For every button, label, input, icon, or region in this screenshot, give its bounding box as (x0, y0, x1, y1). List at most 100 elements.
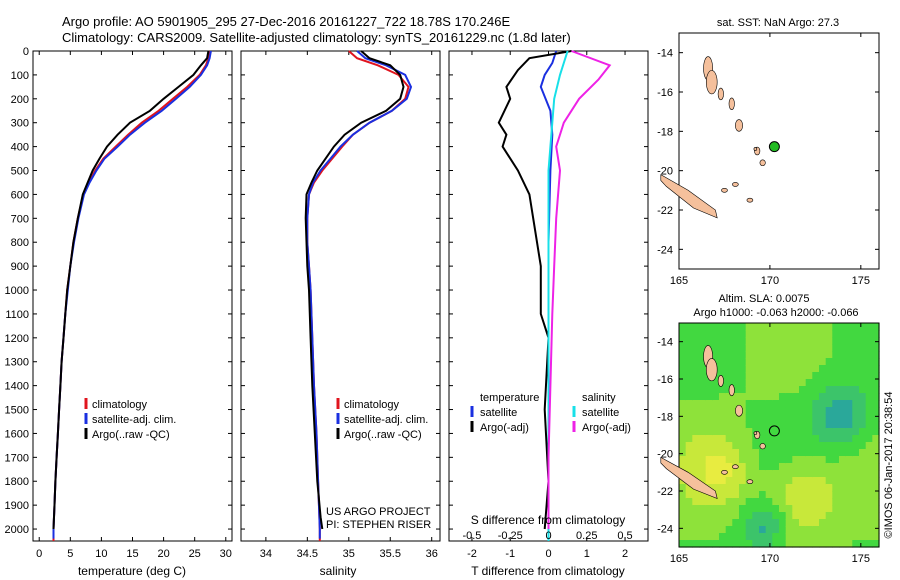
sla-cell (812, 386, 820, 394)
sla-cell (765, 456, 773, 464)
sla-cell (699, 435, 707, 443)
sla-cell (799, 358, 807, 366)
sla-cell (865, 484, 873, 492)
sla-cell (792, 449, 800, 457)
sla-cell (679, 519, 687, 527)
sla-cell (692, 379, 700, 387)
sla-cell (779, 533, 787, 541)
sla-cell (839, 414, 847, 422)
sla-cell (752, 540, 760, 548)
sla-cell (732, 519, 740, 527)
sla-cell (699, 400, 707, 408)
sla-cell (865, 400, 873, 408)
sla-cell (792, 526, 800, 534)
sla-cell (679, 344, 687, 352)
sla-cell (832, 477, 840, 485)
sla-cell (785, 358, 793, 366)
sla-cell (685, 498, 693, 506)
temperature-panel-frame (32, 50, 233, 542)
sla-cell (845, 393, 853, 401)
island (753, 147, 758, 151)
sla-cell (759, 400, 767, 408)
sla-cell (819, 456, 827, 464)
sla-cell (779, 498, 787, 506)
sla-cell (852, 442, 860, 450)
sla-cell (725, 372, 733, 380)
sla-cell (845, 323, 853, 331)
sla-cell (859, 351, 867, 359)
sla-cell (765, 498, 773, 506)
s-tick-label: 0.25 (576, 530, 597, 542)
x-tick-label: 35 (343, 548, 355, 560)
sla-cell (759, 365, 767, 373)
sla-cell (812, 505, 820, 513)
sla-cell (792, 407, 800, 415)
sla-cell (679, 456, 687, 464)
x-tick-label: 170 (761, 275, 779, 287)
sla-cell (732, 526, 740, 534)
sla-cell (685, 414, 693, 422)
sla-cell (779, 470, 787, 478)
sla-cell (772, 372, 780, 380)
x-tick-label: 165 (670, 553, 688, 565)
sla-cell (799, 512, 807, 520)
sla-cell (785, 365, 793, 373)
sla-cell (852, 449, 860, 457)
sla-cell (852, 463, 860, 471)
sla-cell (872, 372, 880, 380)
sla-cell (785, 428, 793, 436)
sla-cell (839, 386, 847, 394)
sla-cell (872, 407, 880, 415)
sla-cell (865, 337, 873, 345)
sla-cell (805, 379, 813, 387)
sla-cell (859, 435, 867, 443)
sla-cell (712, 470, 720, 478)
sla-cell (819, 449, 827, 457)
x-tick-label: 1 (584, 548, 590, 560)
sla-cell (725, 358, 733, 366)
sla-cell (859, 372, 867, 380)
sla-cell (705, 470, 713, 478)
sla-cell (825, 407, 833, 415)
sla-cell (705, 449, 713, 457)
sla-cell (719, 477, 727, 485)
sla-cell (712, 463, 720, 471)
sla-cell (865, 421, 873, 429)
sla-cell (865, 365, 873, 373)
sla-cell (839, 365, 847, 373)
sla-cell (792, 498, 800, 506)
sla-cell (819, 344, 827, 352)
sla-cell (699, 358, 707, 366)
sla-cell (785, 372, 793, 380)
island (759, 159, 766, 167)
y-tick-label: -16 (657, 374, 673, 386)
sla-cell (779, 421, 787, 429)
sla-cell (679, 358, 687, 366)
sla-cell (725, 540, 733, 548)
island (717, 374, 724, 387)
sla-cell (859, 344, 867, 352)
sla-cell (759, 428, 767, 436)
sla-cell (779, 337, 787, 345)
sla-cell (759, 540, 767, 548)
sla-cell (819, 519, 827, 527)
sla-cell (772, 540, 780, 548)
sla-cell (719, 540, 727, 548)
sla-cell (712, 323, 720, 331)
sla-cell (819, 505, 827, 513)
sla-cell (832, 330, 840, 338)
sla-cell (785, 400, 793, 408)
sla-cell (852, 456, 860, 464)
sla-cell (772, 421, 780, 429)
sla-cell (712, 526, 720, 534)
sla-cell (692, 421, 700, 429)
sla-cell (832, 393, 840, 401)
sla-cell (805, 435, 813, 443)
sla-cell (739, 344, 747, 352)
sla-cell (845, 505, 853, 513)
sla-cell (825, 491, 833, 499)
sla-cell (765, 435, 773, 443)
sla-cell (745, 358, 753, 366)
sla-cell (752, 400, 760, 408)
sla-cell (719, 400, 727, 408)
